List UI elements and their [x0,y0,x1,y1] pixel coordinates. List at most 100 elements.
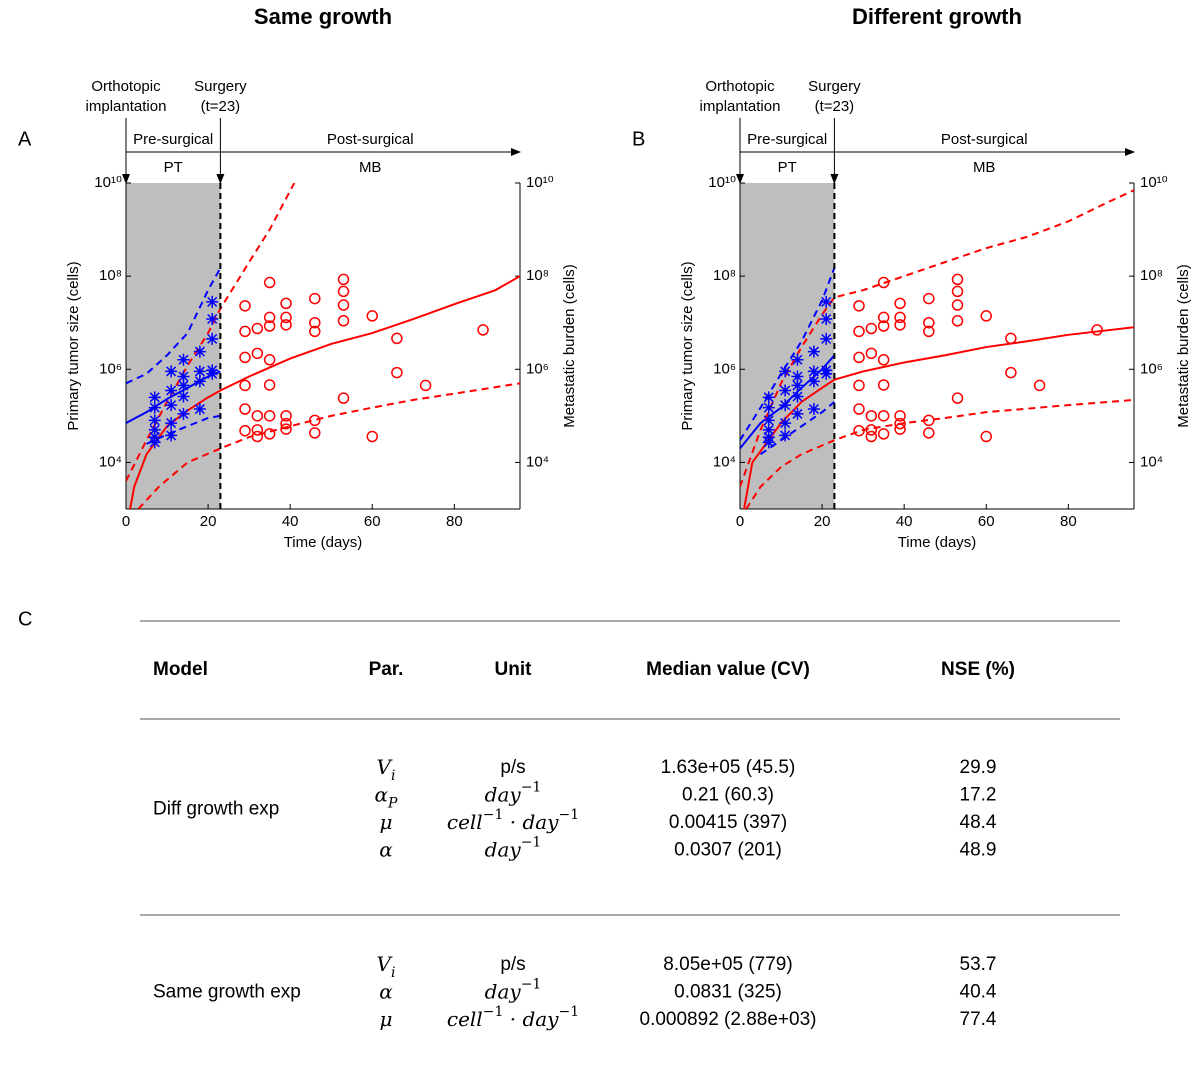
data-point [165,429,178,442]
data-point [391,332,403,345]
data-point [251,347,264,360]
data-point [877,379,890,391]
annotation: (t=23) [201,98,241,115]
x-tick-label: 40 [282,513,299,530]
median-cv: 1.63e+05 (45.5) [661,757,796,778]
data-point [877,354,890,366]
median-cv: 0.00415 (397) [669,812,787,833]
annotation: MB [359,159,382,176]
data-point [865,424,878,436]
data-point [177,370,190,383]
pre-surgical-shade [740,183,835,509]
x-tick-label: 60 [978,513,995,530]
annotation: Pre-surgical [747,131,827,148]
math-text: day−1 [485,977,542,1004]
data-point [148,423,161,436]
curve [759,401,836,456]
data-point [239,351,251,364]
data-point [148,401,161,414]
math-base: α [379,979,393,1003]
data-point [193,375,206,388]
unit: p/s [500,954,525,975]
data-point [791,353,804,366]
chart-panel: Different growth B 0 20 40 60 80 10⁴ 10⁶ 10⁸ 10¹⁰ 1… [632,4,1192,551]
column-header: Median value (CV) [646,659,810,680]
data-point [337,392,350,404]
data-point [148,436,161,449]
curve [126,267,222,385]
column-header: NSE (%) [941,659,1015,680]
math-base: day [522,1007,559,1031]
data-point [762,401,775,414]
data-point [366,310,378,322]
data-point [807,375,820,388]
curve [745,398,1134,509]
data-point [251,430,264,443]
column-header: Model [153,659,208,680]
math-text: day−1 [485,835,542,862]
data-point [263,320,276,332]
data-point [1033,379,1046,392]
data-point [762,423,775,436]
y2-tick-label: 10⁸ [526,267,549,284]
data-point [923,292,935,305]
math-base: cell [447,810,483,834]
math-sup: −1 [558,807,579,823]
nse: 48.4 [960,812,997,833]
panel-label: C [18,608,32,630]
y-axis-label: Primary tumor size (cells) [679,261,696,430]
math-text: α [379,837,393,861]
math-text: Vi [377,952,396,982]
math-base: cell [447,1007,483,1031]
y-tick-label: 10¹⁰ [94,174,122,191]
data-point [309,316,321,329]
data-point [923,316,935,329]
panel-label: B [632,128,645,150]
data-point [251,322,264,335]
data-point [853,325,865,338]
math-sup: −1 [521,835,542,851]
data-point [263,311,276,324]
math-base: μ [380,810,393,834]
annotation: PT [164,159,183,176]
data-point [1091,324,1103,336]
data-point [894,417,906,430]
chart-title: Same growth [254,4,392,29]
annotation: Pre-surgical [133,131,213,148]
annotation: PT [778,159,797,176]
data-point [951,299,964,311]
data-point [206,313,219,326]
data-point [193,365,206,378]
math-base: α [375,782,389,806]
nse: 29.9 [960,757,997,778]
data-point [951,392,964,404]
math-text: μ [380,810,393,834]
nse: 17.2 [960,785,997,806]
data-point [923,414,935,427]
y-tick-label: 10⁸ [713,267,736,284]
math-sub: i [391,768,395,784]
y2-axis-label: Metastatic burden (cells) [1175,264,1192,427]
data-point [894,311,906,324]
data-point [807,345,820,358]
data-point [280,417,292,430]
y2-tick-label: 10¹⁰ [526,174,554,191]
data-point [951,273,964,286]
median-cv: 0.0307 (201) [674,840,782,861]
data-point [239,300,251,312]
data-point [1005,332,1017,345]
x-tick-label: 60 [364,513,381,530]
annotation: implantation [86,98,167,115]
y2-axis-label: Metastatic burden (cells) [561,264,578,427]
data-point [280,410,292,422]
data-point [309,414,321,427]
pre-surgical-shade [126,183,221,509]
data-point [807,365,820,378]
y2-tick-label: 10⁴ [526,453,549,470]
curve [126,183,296,482]
data-point [894,410,906,422]
data-point [853,379,865,392]
data-point [165,365,178,378]
median-cv: 0.0831 (325) [674,982,782,1003]
data-point [807,403,820,416]
